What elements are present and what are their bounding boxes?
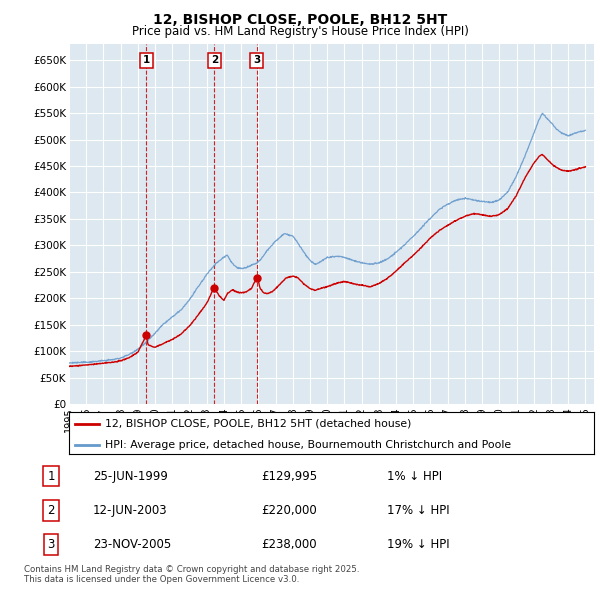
Text: 1: 1 [47, 470, 55, 483]
Text: £129,995: £129,995 [261, 470, 317, 483]
Text: 1: 1 [142, 55, 150, 65]
Text: 17% ↓ HPI: 17% ↓ HPI [387, 504, 449, 517]
Text: 12-JUN-2003: 12-JUN-2003 [93, 504, 167, 517]
Text: 1% ↓ HPI: 1% ↓ HPI [387, 470, 442, 483]
Text: £238,000: £238,000 [261, 538, 317, 551]
Text: 2: 2 [211, 55, 218, 65]
Text: 3: 3 [253, 55, 260, 65]
Text: 2: 2 [47, 504, 55, 517]
Text: 23-NOV-2005: 23-NOV-2005 [93, 538, 171, 551]
Text: £220,000: £220,000 [261, 504, 317, 517]
Text: 12, BISHOP CLOSE, POOLE, BH12 5HT: 12, BISHOP CLOSE, POOLE, BH12 5HT [153, 13, 447, 27]
Text: 25-JUN-1999: 25-JUN-1999 [93, 470, 168, 483]
Text: Price paid vs. HM Land Registry's House Price Index (HPI): Price paid vs. HM Land Registry's House … [131, 25, 469, 38]
Text: HPI: Average price, detached house, Bournemouth Christchurch and Poole: HPI: Average price, detached house, Bour… [105, 440, 511, 450]
Text: 3: 3 [47, 538, 55, 551]
Text: Contains HM Land Registry data © Crown copyright and database right 2025.
This d: Contains HM Land Registry data © Crown c… [24, 565, 359, 584]
Text: 19% ↓ HPI: 19% ↓ HPI [387, 538, 449, 551]
Text: 12, BISHOP CLOSE, POOLE, BH12 5HT (detached house): 12, BISHOP CLOSE, POOLE, BH12 5HT (detac… [105, 419, 411, 429]
